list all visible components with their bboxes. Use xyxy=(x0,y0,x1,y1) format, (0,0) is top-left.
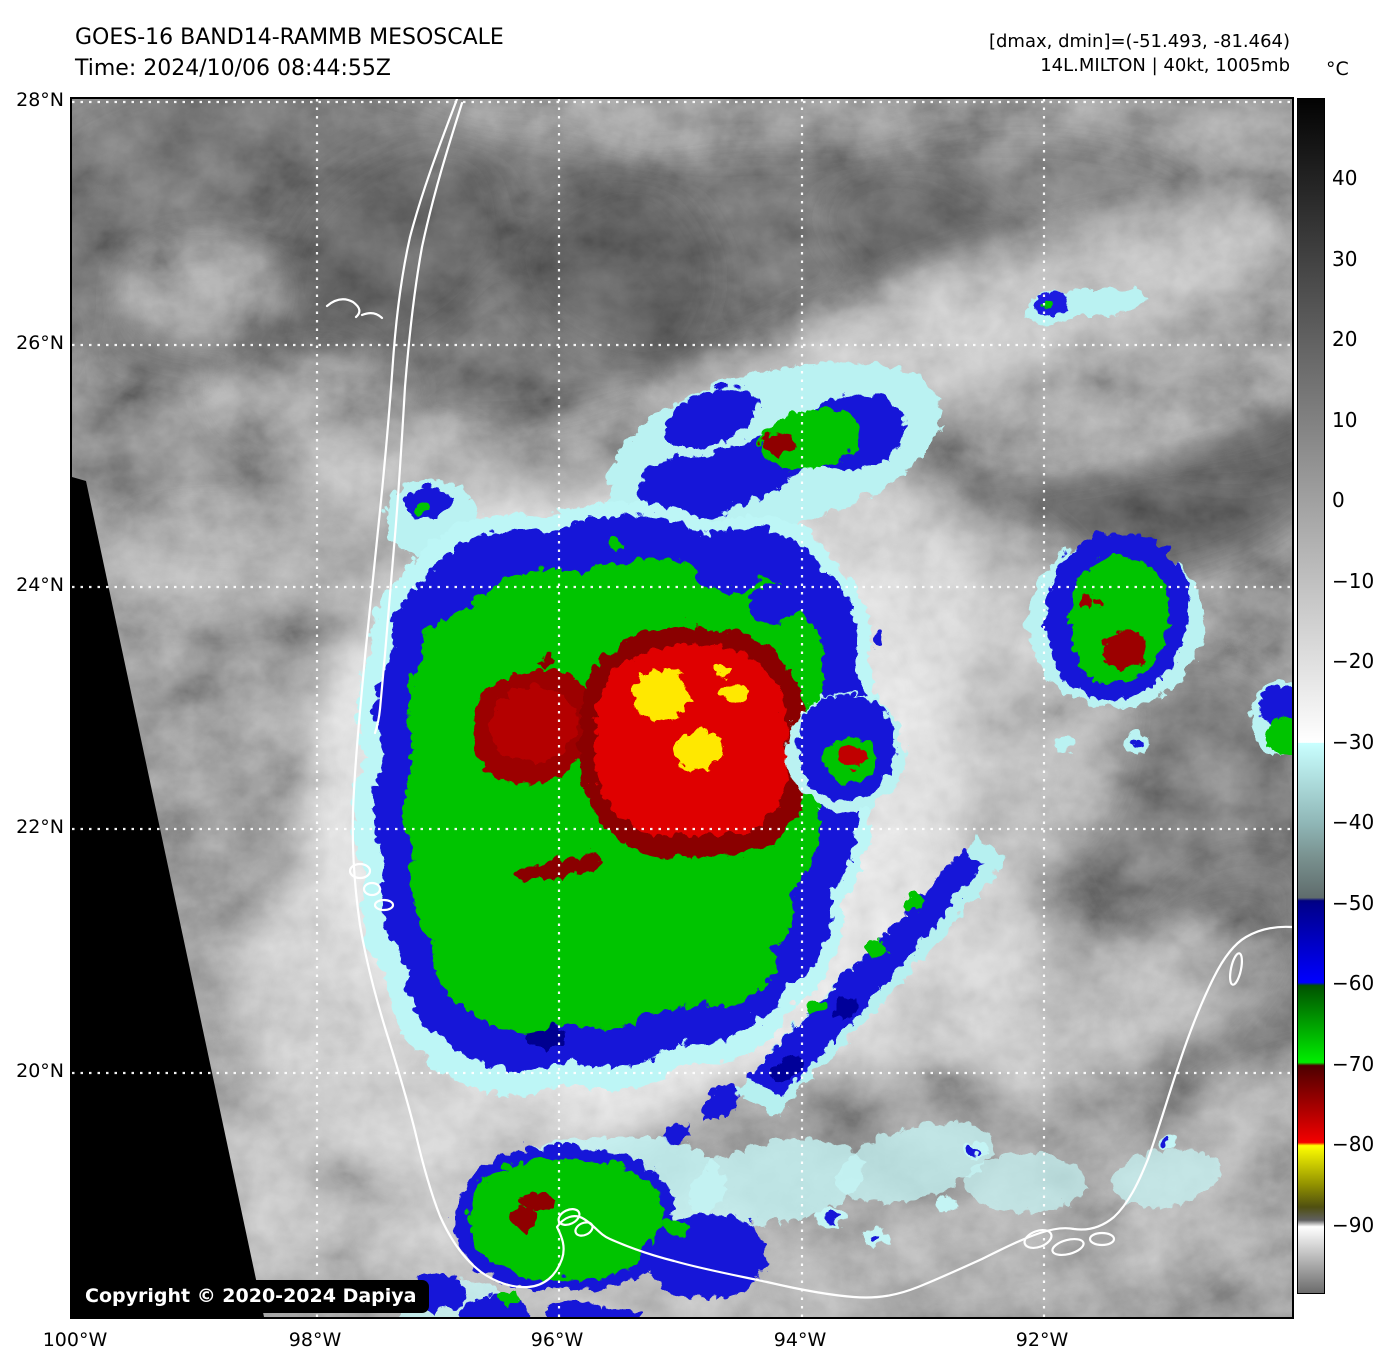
colorbar-tick: −70 xyxy=(1332,1052,1375,1076)
southeast-rainband xyxy=(659,834,1004,1140)
coastlines xyxy=(325,99,1292,1299)
south-convection xyxy=(392,1119,1217,1317)
satellite-map xyxy=(72,99,1292,1317)
gulf-west-coastline xyxy=(351,99,1292,1299)
product-title: GOES-16 BAND14-RAMMB MESOSCALE xyxy=(75,25,504,50)
lon-label-98w: 98°W xyxy=(288,1329,342,1351)
inland-lagoon-north xyxy=(325,298,384,320)
colorbar-tick: 30 xyxy=(1332,247,1358,271)
lagoon-loop xyxy=(574,1221,594,1237)
colorbar-unit-label: °C xyxy=(1326,58,1349,80)
lagoon-loop xyxy=(1088,1231,1116,1247)
enhanced-convection xyxy=(350,284,1292,1317)
north-arc-band xyxy=(591,357,939,560)
lagoon-loop xyxy=(1051,1237,1085,1257)
colorbar-tick: −50 xyxy=(1332,891,1375,915)
lat-label-22n: 22°N xyxy=(16,816,64,838)
lagoon-loop xyxy=(362,881,382,897)
satellite-imagery xyxy=(72,99,1292,1317)
hurricane-core xyxy=(350,497,877,1092)
lagoon-loop xyxy=(348,862,372,880)
colorbar-tick: −80 xyxy=(1332,1132,1375,1156)
product-timestamp: Time: 2024/10/06 08:44:55Z xyxy=(75,56,391,81)
copyright-badge: Copyright © 2020-2024 Dapiya xyxy=(72,1280,430,1313)
lon-label-92w: 92°W xyxy=(1015,1329,1069,1351)
lagoon-loop xyxy=(373,898,395,912)
offsector-wedge xyxy=(72,477,264,1317)
lat-label-28n: 28°N xyxy=(16,89,64,111)
barrier-island xyxy=(373,101,464,735)
lagoon-loop xyxy=(1023,1228,1053,1250)
colorbar-tick: 20 xyxy=(1332,327,1358,351)
east-storm-cell xyxy=(1024,529,1200,748)
northeast-speck xyxy=(1022,284,1142,320)
colorbar-tick: −30 xyxy=(1332,730,1375,754)
colorbar-tick: 10 xyxy=(1332,408,1358,432)
lon-label-100w: 100°W xyxy=(42,1329,108,1351)
map-frame xyxy=(70,97,1294,1319)
east-cell xyxy=(782,630,902,809)
lon-label-94w: 94°W xyxy=(773,1329,827,1351)
colorbar-tick: 0 xyxy=(1332,488,1345,512)
storm-readout: 14L.MILTON | 40kt, 1005mb xyxy=(1040,55,1290,76)
colorbar-tick: −90 xyxy=(1332,1213,1375,1237)
dmax-dmin-readout: [dmax, dmin]=(-51.493, -81.464) xyxy=(988,31,1290,52)
colorbar-tick: −20 xyxy=(1332,649,1375,673)
colorbar-gradient xyxy=(1297,98,1325,1294)
colorbar-tick: 40 xyxy=(1332,166,1358,190)
colorbar-tick: −10 xyxy=(1332,569,1375,593)
info-block: [dmax, dmin]=(-51.493, -81.464) 14L.MILT… xyxy=(989,30,1290,78)
colorbar-tick: −40 xyxy=(1332,810,1375,834)
lat-label-24n: 24°N xyxy=(16,574,64,596)
colorbar-tick: −60 xyxy=(1332,971,1375,995)
lat-label-20n: 20°N xyxy=(16,1060,64,1082)
yucatan-barrier-loop xyxy=(1228,952,1244,986)
title-block: GOES-16 BAND14-RAMMB MESOSCALE Time: 202… xyxy=(75,22,504,84)
right-edge-cell xyxy=(1247,676,1292,752)
lat-label-26n: 26°N xyxy=(16,332,64,354)
lon-label-96w: 96°W xyxy=(530,1329,584,1351)
